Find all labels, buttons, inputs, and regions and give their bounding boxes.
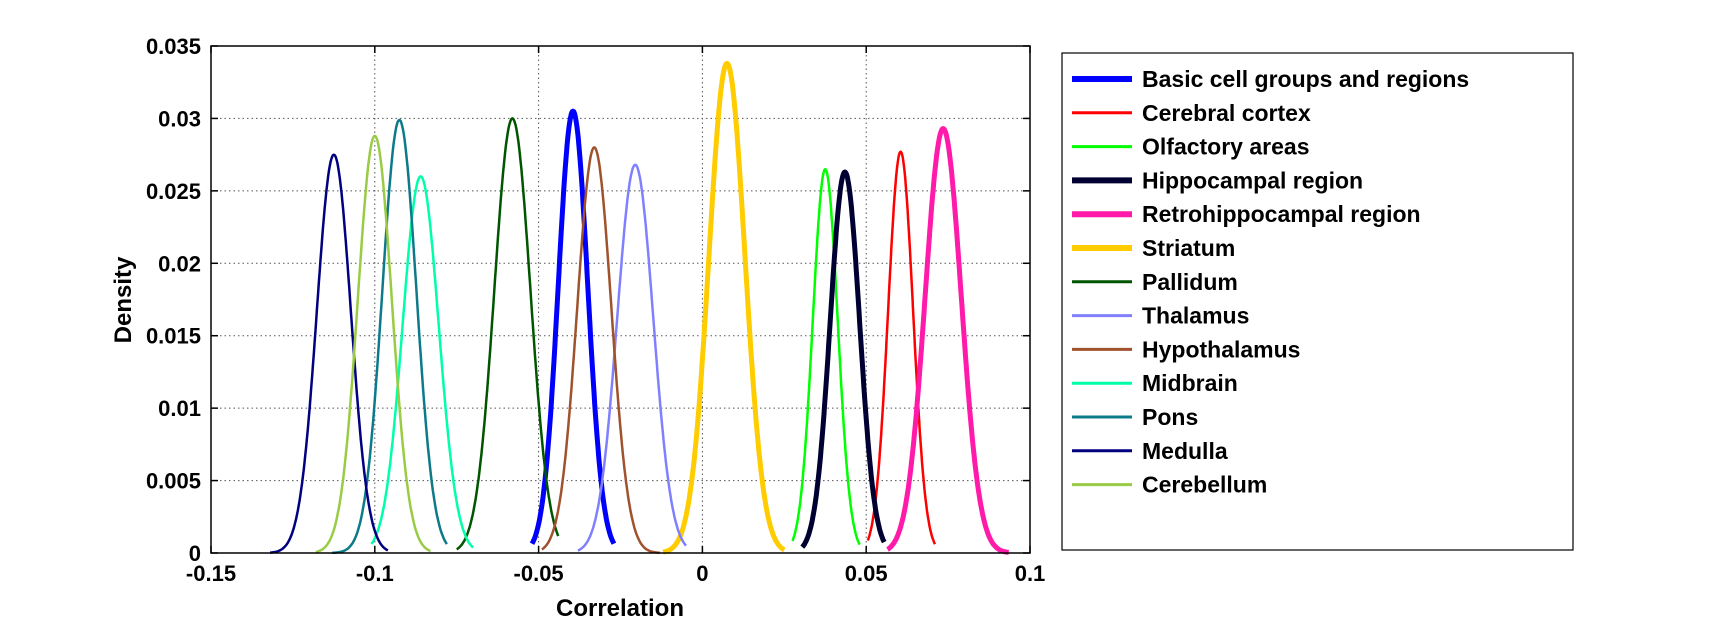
legend-label-pallidum: Pallidum [1142, 269, 1238, 295]
y-axis-label: Density [110, 256, 137, 343]
y-tick-label: 0.02 [158, 251, 201, 276]
legend-label-olfactory-areas: Olfactory areas [1142, 134, 1309, 160]
axis-ticks: -0.15 -0.1 -0.05 0 0.05 0.1 0 0.005 0.01 0.015 0.0… [146, 34, 1045, 586]
legend-label-midbrain: Midbrain [1142, 370, 1238, 396]
series-line-medulla [269, 153, 389, 554]
series-line-cerebral-cortex [866, 150, 937, 545]
y-tick-label: 0.03 [158, 106, 201, 131]
series-line-hypothalamus [541, 146, 661, 555]
x-tick-label: -0.1 [356, 561, 394, 586]
legend-label-pons: Pons [1142, 404, 1198, 430]
series-line-thalamus [577, 163, 687, 552]
series-line-hippocampal-region [800, 169, 887, 549]
x-tick-label: -0.05 [514, 561, 564, 586]
series-line-pallidum [456, 117, 560, 551]
y-tick-label: 0.035 [146, 34, 201, 59]
legend-label-hypothalamus: Hypothalamus [1142, 336, 1300, 362]
grid-lines [211, 46, 1030, 553]
legend-label-cerebellum: Cerebellum [1142, 472, 1267, 498]
series-line-midbrain [370, 175, 474, 549]
legend-label-striatum: Striatum [1142, 235, 1235, 261]
y-tick-label: 0.01 [158, 396, 201, 421]
x-tick-label: 0.05 [845, 561, 888, 586]
series-line-pons [331, 118, 448, 555]
series-line-cerebellum [315, 134, 431, 554]
y-tick-label: 0.005 [146, 469, 201, 494]
y-tick-label: 0.025 [146, 179, 201, 204]
y-tick-label: 0 [189, 541, 201, 566]
plot-area-frame [210, 45, 1031, 554]
x-tick-label: -0.15 [186, 561, 236, 586]
y-tick-label: 0.015 [146, 324, 201, 349]
legend-label-cerebral-cortex: Cerebral cortex [1142, 100, 1311, 126]
legend-label-thalamus: Thalamus [1142, 303, 1249, 329]
legend-label-hippocampal-region: Hippocampal region [1142, 167, 1363, 193]
legend-label-retrohippocampal-region: Retrohippocampal region [1142, 201, 1421, 227]
x-tick-label: 0 [696, 561, 708, 586]
x-tick-label: 0.1 [1015, 561, 1046, 586]
legend-box [1061, 52, 1574, 551]
series-line-retrohippocampal-region [885, 126, 1011, 555]
x-axis-label: Correlation [556, 595, 684, 622]
legend-label-basic-cell-groups-and-regions: Basic cell groups and regions [1142, 66, 1469, 92]
legend: Basic cell groups and regions Cerebral co… [1061, 52, 1574, 551]
series-line-olfactory-areas [791, 167, 861, 546]
plot-area-background [211, 46, 1030, 553]
series-line-striatum [661, 60, 786, 555]
series-lines [269, 60, 1011, 555]
legend-label-medulla: Medulla [1142, 438, 1228, 464]
